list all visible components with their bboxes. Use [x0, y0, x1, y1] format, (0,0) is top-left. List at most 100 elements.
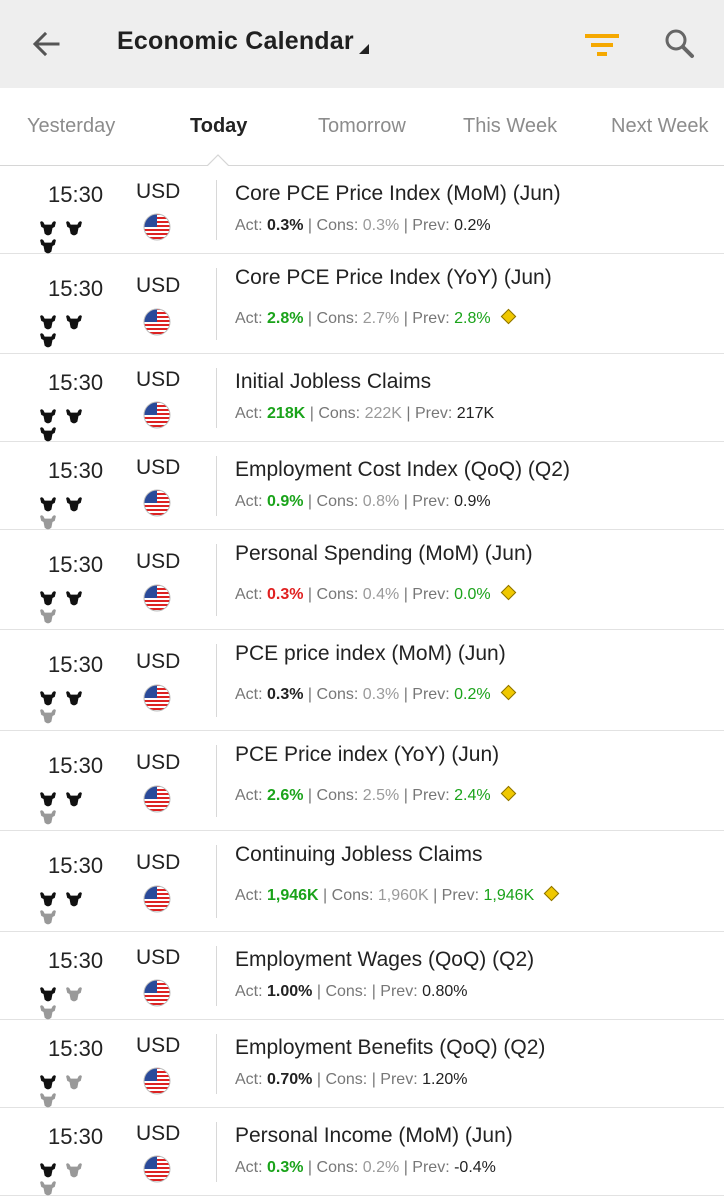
event-row[interactable]: 15:30 USD Core PCE Price Index (YoY) (Jun)… — [0, 254, 724, 354]
event-values: Act: 0.3% | Cons: 0.3% | Prev: 0.2% — [235, 684, 516, 704]
previous-label: Prev: — [412, 686, 455, 703]
event-row[interactable]: 15:30 USD Employment Benefits (QoQ) (Q2) Ac… — [0, 1020, 724, 1108]
column-divider — [216, 1122, 217, 1182]
separator: | — [399, 310, 413, 327]
dropdown-caret-icon[interactable] — [358, 43, 370, 55]
us-flag-icon — [143, 979, 171, 1007]
actual-label: Act: — [235, 787, 268, 804]
bull-icon-active — [40, 427, 56, 442]
separator: | — [303, 217, 317, 234]
arrow-back-icon[interactable] — [28, 26, 64, 62]
event-row[interactable]: 15:30 USD Continuing Jobless Claims Act: 1,… — [0, 831, 724, 932]
event-currency: USD — [136, 274, 181, 297]
separator: | — [399, 1159, 413, 1176]
event-values: Act: 0.9% | Cons: 0.8% | Prev: 0.9% — [235, 493, 491, 511]
bull-icon-active — [40, 315, 56, 330]
consensus-value: 1,960K — [377, 887, 429, 904]
importance-rating — [37, 1073, 113, 1108]
tab-next-week[interactable]: Next Week — [611, 115, 709, 137]
consensus-value: 2.7% — [362, 310, 400, 327]
event-name: Personal Income (MoM) (Jun) — [235, 1124, 513, 1147]
separator: | — [305, 405, 319, 422]
filter-icon[interactable] — [582, 26, 622, 62]
bull-icon-inactive — [40, 910, 56, 925]
bull-icon-inactive — [40, 709, 56, 724]
revised-diamond-icon — [500, 308, 516, 325]
event-currency: USD — [136, 650, 181, 673]
us-flag-icon — [143, 1067, 171, 1095]
actual-label: Act: — [235, 586, 268, 603]
bull-icon-active — [40, 333, 56, 348]
event-currency: USD — [136, 851, 181, 874]
bull-icon-inactive — [66, 1163, 82, 1178]
consensus-label: Cons: — [316, 493, 363, 510]
event-values: Act: 1,946K | Cons: 1,960K | Prev: 1,946… — [235, 885, 560, 905]
bull-icon-active — [40, 239, 56, 254]
event-time: 15:30 — [48, 182, 104, 207]
bull-icon-inactive — [40, 1093, 56, 1108]
previous-value: 1.20% — [422, 1071, 468, 1088]
bull-icon-active — [40, 409, 56, 424]
date-tabs: Yesterday Today Tomorrow This Week Next … — [0, 88, 724, 166]
separator: | — [428, 887, 442, 904]
previous-label: Prev: — [412, 1159, 455, 1176]
event-currency: USD — [136, 946, 181, 969]
event-row[interactable]: 15:30 USD Core PCE Price Index (MoM) (Jun)… — [0, 166, 724, 254]
consensus-label: Cons: — [316, 310, 363, 327]
separator: | — [303, 686, 317, 703]
separator: | — [303, 787, 317, 804]
bull-icon-inactive — [40, 609, 56, 624]
separator: | — [401, 405, 415, 422]
actual-value: 2.8% — [267, 310, 304, 327]
event-row[interactable]: 15:30 USD PCE Price index (YoY) (Jun) Act: … — [0, 731, 724, 831]
column-divider — [216, 544, 217, 616]
bull-icon-inactive — [66, 987, 82, 1002]
bull-icon-active — [40, 221, 56, 236]
separator: | — [371, 983, 381, 1000]
bull-icon-active — [66, 691, 82, 706]
tab-this-week[interactable]: This Week — [463, 115, 558, 137]
event-row[interactable]: 15:30 USD Personal Income (MoM) (Jun) Act: … — [0, 1108, 724, 1196]
separator: | — [399, 493, 413, 510]
event-row[interactable]: 15:30 USD Employment Wages (QoQ) (Q2) Act: … — [0, 932, 724, 1020]
us-flag-icon — [143, 1155, 171, 1183]
column-divider — [216, 456, 217, 516]
consensus-label: Cons: — [316, 686, 363, 703]
tab-yesterday[interactable]: Yesterday — [27, 115, 116, 137]
bull-icon-active — [40, 591, 56, 606]
event-time: 15:30 — [48, 552, 104, 577]
bull-icon-active — [66, 409, 82, 424]
consensus-value: 0.8% — [362, 493, 400, 510]
column-divider — [216, 946, 217, 1006]
us-flag-icon — [143, 684, 171, 712]
consensus-label: Cons: — [316, 1159, 363, 1176]
event-row[interactable]: 15:30 USD Personal Spending (MoM) (Jun) Act… — [0, 530, 724, 630]
event-row[interactable]: 15:30 USD Employment Cost Index (QoQ) (Q2)… — [0, 442, 724, 530]
actual-label: Act: — [235, 493, 268, 510]
search-icon[interactable] — [660, 24, 698, 62]
event-name: Continuing Jobless Claims — [235, 843, 483, 866]
revised-diamond-icon — [500, 785, 516, 802]
previous-value: 217K — [456, 405, 495, 422]
bull-icon-active — [66, 221, 82, 236]
event-row[interactable]: 15:30 USD Initial Jobless Claims Act: 218K … — [0, 354, 724, 442]
previous-label: Prev: — [441, 887, 484, 904]
event-row[interactable]: 15:30 USD PCE price index (MoM) (Jun) Act: … — [0, 630, 724, 731]
event-values: Act: 0.70% | Cons: | Prev: 1.20% — [235, 1071, 467, 1089]
event-time: 15:30 — [48, 948, 104, 973]
tab-tomorrow[interactable]: Tomorrow — [318, 115, 406, 137]
page-title[interactable]: Economic Calendar — [117, 27, 354, 55]
bull-icon-inactive — [40, 515, 56, 530]
event-name: Core PCE Price Index (YoY) (Jun) — [235, 266, 552, 289]
importance-rating — [37, 689, 113, 724]
consensus-label: Cons: — [318, 405, 365, 422]
event-currency: USD — [136, 456, 181, 479]
consensus-label: Cons: — [325, 1071, 372, 1088]
bull-icon-active — [40, 1075, 56, 1090]
bull-icon-active — [40, 892, 56, 907]
tab-today[interactable]: Today — [190, 115, 248, 137]
importance-rating — [37, 313, 113, 348]
event-time: 15:30 — [48, 370, 104, 395]
us-flag-icon — [143, 584, 171, 612]
actual-value: 0.3% — [267, 586, 304, 603]
